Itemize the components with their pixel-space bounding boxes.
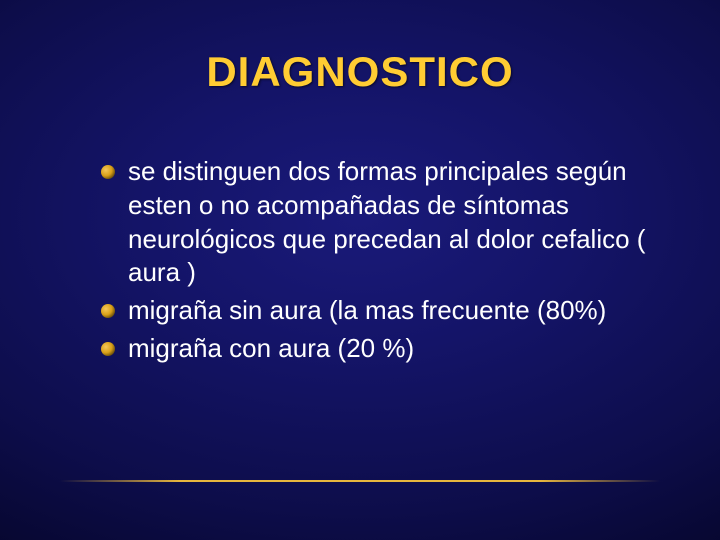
list-item: migraña con aura (20 %) [100, 332, 650, 366]
list-item: migraña sin aura (la mas frecuente (80%) [100, 294, 650, 328]
footer-divider [60, 480, 660, 482]
bullet-icon [100, 341, 116, 357]
slide-body: se distinguen dos formas principales seg… [100, 155, 650, 370]
bullet-text: migraña con aura (20 %) [128, 332, 650, 366]
bullet-text: migraña sin aura (la mas frecuente (80%) [128, 294, 650, 328]
list-item: se distinguen dos formas principales seg… [100, 155, 650, 290]
slide: DIAGNOSTICO se distinguen dos formas pri… [0, 0, 720, 540]
slide-title: DIAGNOSTICO [0, 48, 720, 96]
bullet-text: se distinguen dos formas principales seg… [128, 155, 650, 290]
bullet-icon [100, 303, 116, 319]
bullet-icon [100, 164, 116, 180]
